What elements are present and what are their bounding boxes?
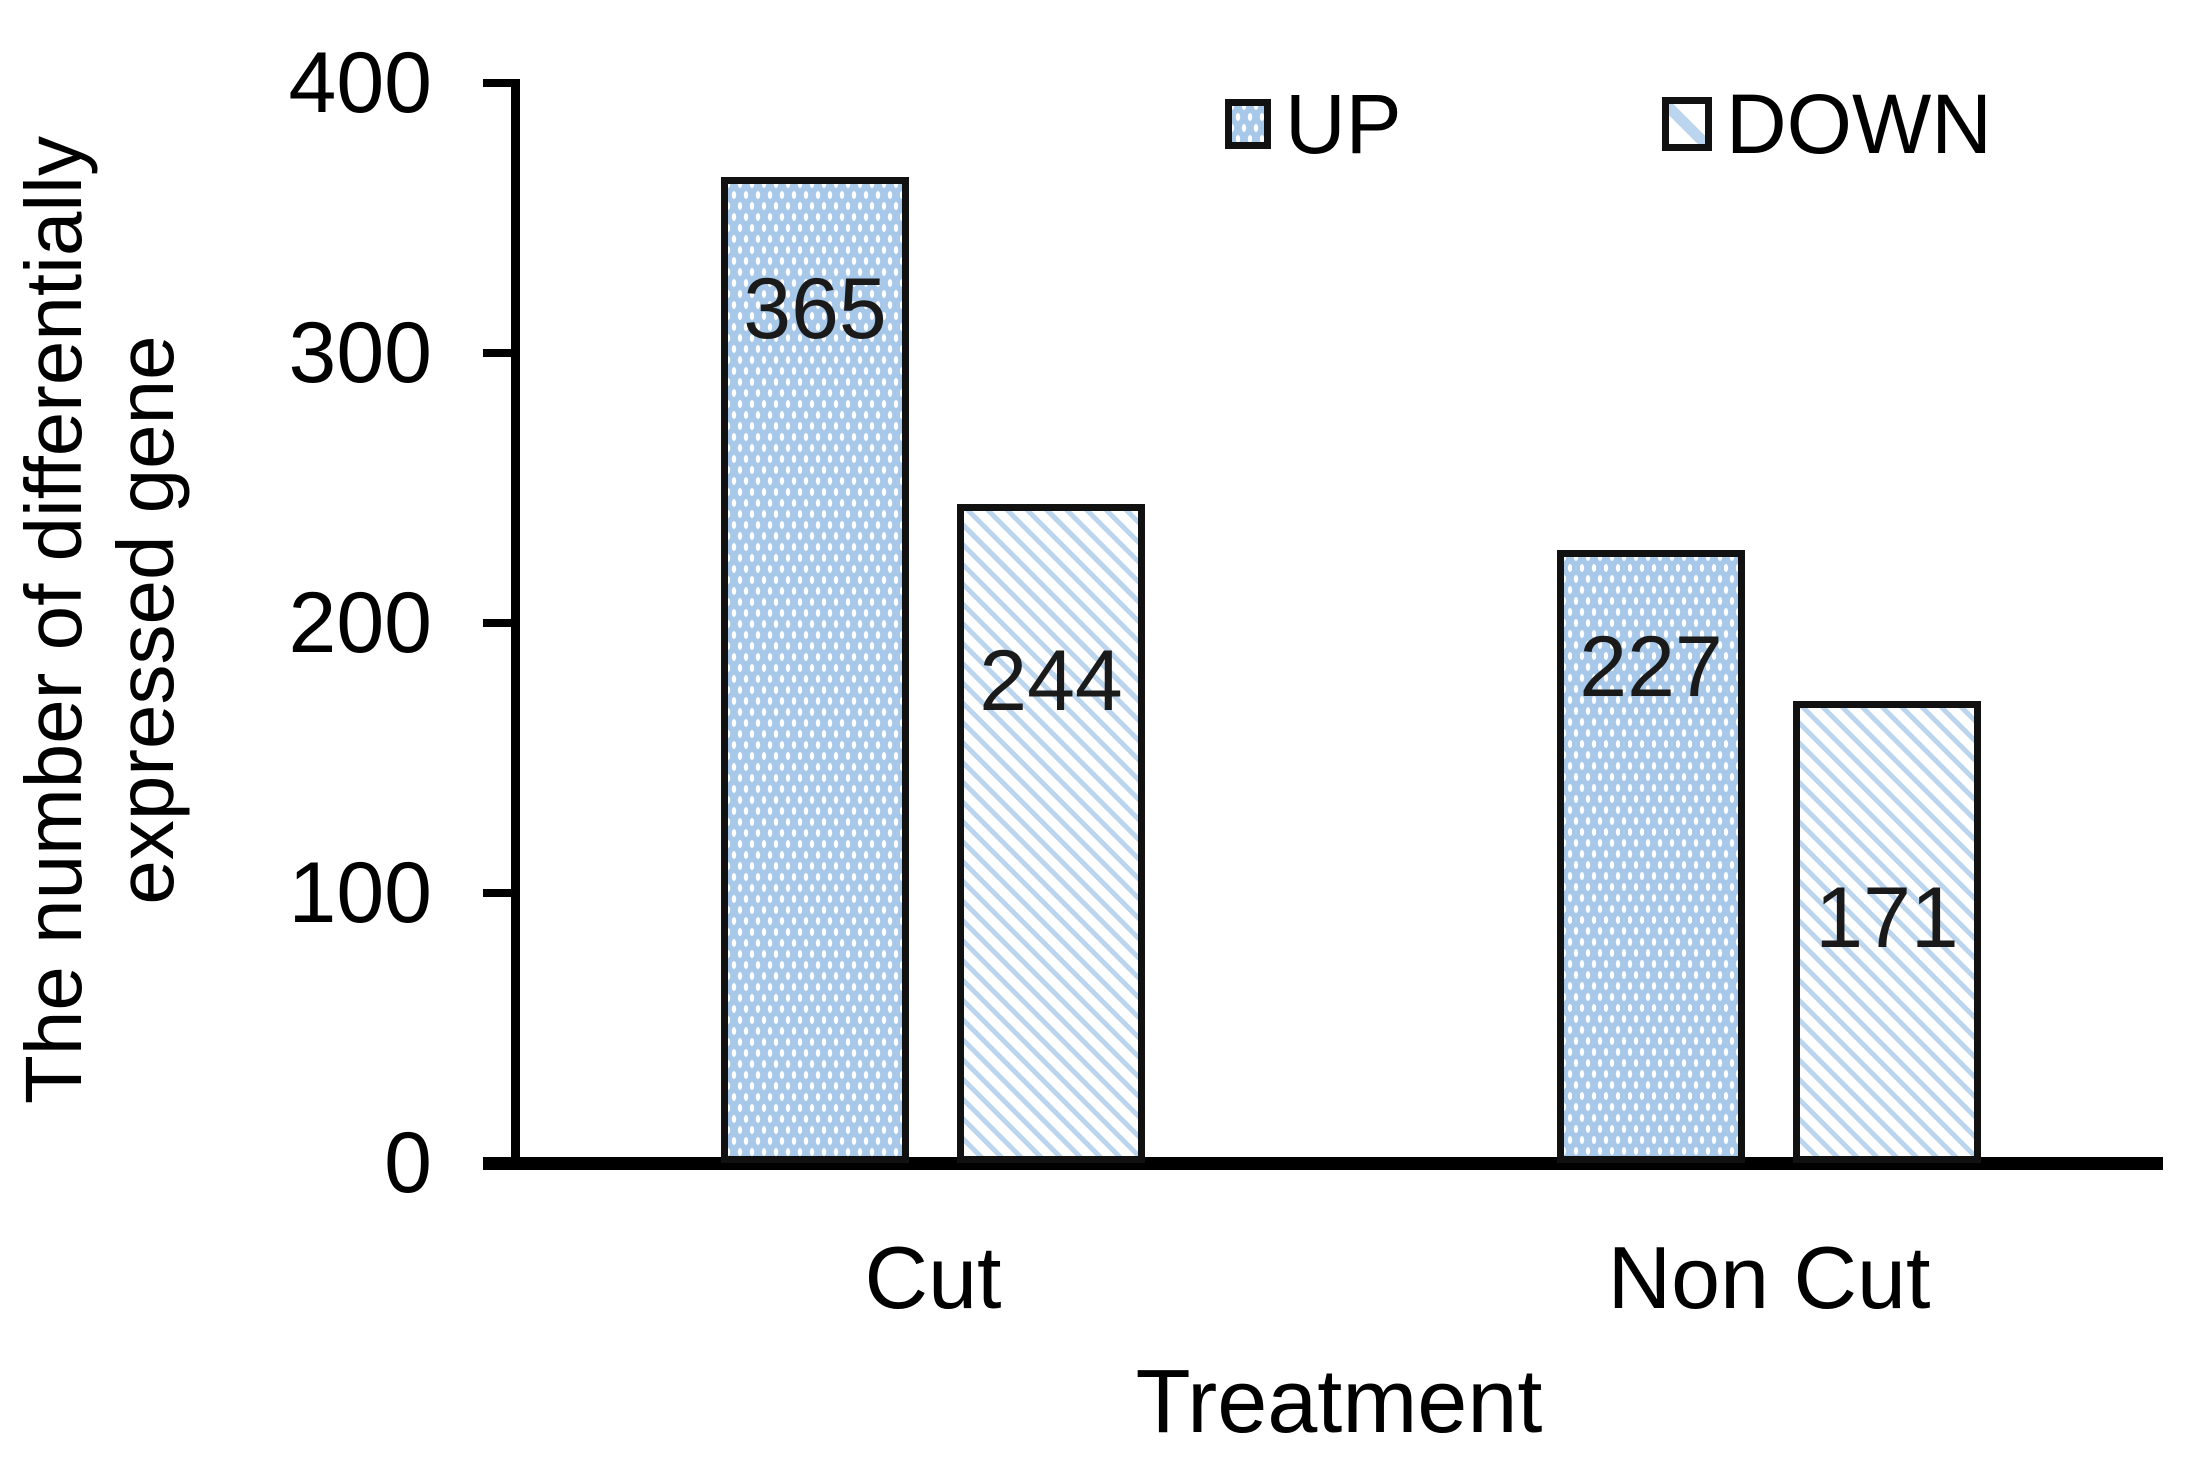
bar-down-non-cut: 171 <box>1793 701 1981 1163</box>
bar-up-cut: 365 <box>721 177 909 1163</box>
legend-item-up: UP <box>1225 82 1402 166</box>
y-tick-mark-100 <box>483 889 520 897</box>
y-tick-label-300: 300 <box>288 305 433 401</box>
x-axis-title: Treatment <box>1135 1352 1543 1452</box>
legend-item-down: DOWN <box>1662 82 1992 166</box>
y-tick-mark-300 <box>483 349 520 357</box>
bar-value-label: 227 <box>1579 619 1723 715</box>
bar-value-label: 171 <box>1815 870 1959 966</box>
bar-down-cut: 244 <box>957 504 1145 1163</box>
legend-swatch-up-icon <box>1225 99 1271 149</box>
y-tick-label-400: 400 <box>288 35 433 131</box>
y-tick-label-200: 200 <box>288 575 433 671</box>
legend-swatch-down-icon <box>1662 97 1712 151</box>
y-axis-title-line-1: The number of differentially <box>9 136 98 1104</box>
x-category-label-cut: Cut <box>864 1228 1002 1327</box>
y-tick-label-100: 100 <box>288 845 433 941</box>
legend-label-down: DOWN <box>1726 77 1992 171</box>
y-axis-line <box>511 79 520 1166</box>
bar-value-label: 365 <box>743 261 887 357</box>
x-category-label-non-cut: Non Cut <box>1607 1228 1931 1327</box>
y-tick-mark-400 <box>483 79 520 87</box>
y-tick-mark-200 <box>483 619 520 627</box>
legend-label-up: UP <box>1285 77 1402 171</box>
y-tick-label-0: 0 <box>384 1115 432 1211</box>
bar-up-non-cut: 227 <box>1557 550 1745 1163</box>
bar-value-label: 244 <box>979 633 1123 729</box>
